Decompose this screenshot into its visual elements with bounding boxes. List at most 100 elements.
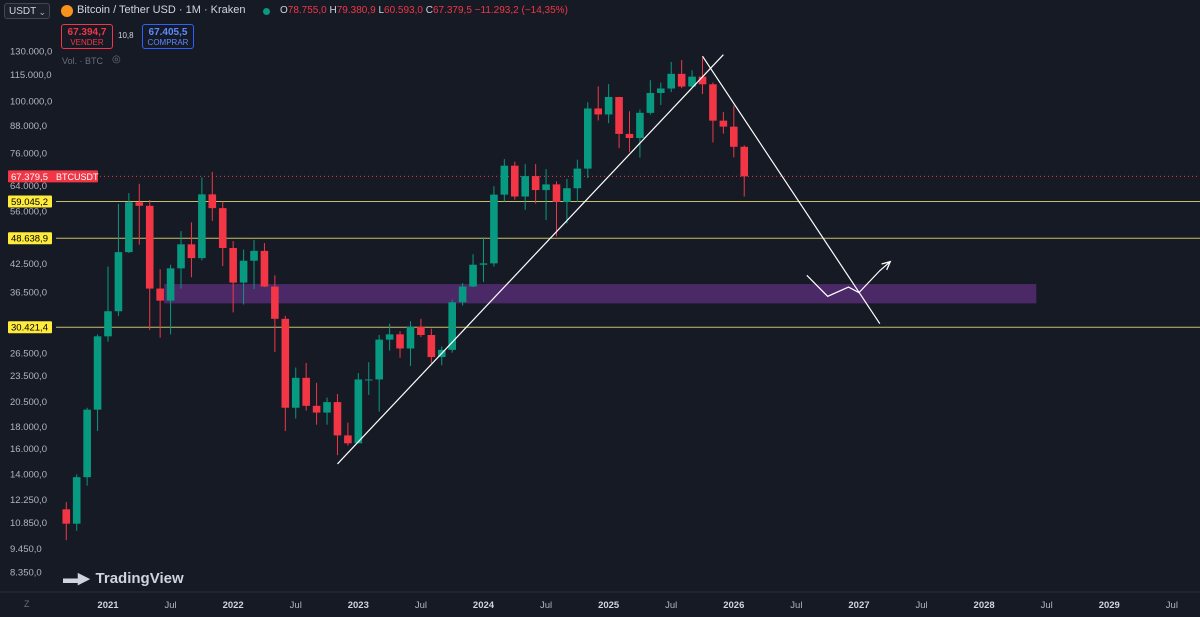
x-axis-tick-label: Jul [290, 600, 302, 611]
candle [740, 145, 749, 197]
y-axis-tick-label: 56.000,0 [10, 206, 47, 217]
candle [427, 328, 436, 363]
volume-legend[interactable]: Vol. · BTC [62, 56, 104, 66]
candle-body [521, 176, 529, 197]
candle-body [187, 244, 196, 259]
tradingview-watermark: ▬▶ TradingView [63, 569, 184, 587]
x-axis-tick-label: 2027 [848, 600, 869, 611]
buy-button[interactable]: 67.405,5 COMPRAR [142, 24, 194, 49]
y-axis-tick-label: 16.000,0 [10, 444, 47, 455]
ohlc-change: −11.293,2 (−14,35%) [474, 5, 568, 16]
candle [469, 254, 477, 288]
candle [594, 86, 603, 121]
candle [531, 164, 540, 204]
candle-body [542, 184, 550, 191]
tradingview-logo-icon: ▬▶ [63, 570, 90, 587]
y-axis-tick-label: 8.350,0 [10, 567, 42, 578]
ohlc-readout: O78.755,0 H79.380,9 L60.593,0 C67.379,5 … [280, 5, 568, 16]
candle [364, 362, 373, 395]
candle [208, 171, 217, 221]
candle-body [375, 339, 383, 380]
candle-body [125, 202, 133, 253]
x-axis-tick-label: Jul [415, 600, 427, 611]
candle-body [688, 76, 696, 87]
candle [135, 183, 144, 245]
candle [375, 335, 383, 412]
candle-body [344, 435, 352, 444]
candle-body [500, 165, 509, 195]
candle-body [83, 409, 91, 478]
y-axis-tick-label: 26.500,0 [10, 348, 47, 359]
sell-button[interactable]: 67.394,7 VENDER [61, 24, 113, 49]
candle-body [62, 509, 71, 524]
y-axis-tick-label: 18.000,0 [10, 422, 47, 433]
candle-body [667, 73, 676, 89]
candle [688, 70, 696, 89]
candle [125, 193, 133, 253]
candle [406, 321, 415, 366]
candle-body [709, 84, 717, 121]
candle-body [312, 405, 321, 413]
candle [104, 266, 112, 342]
candle [573, 159, 582, 202]
candle [510, 161, 519, 200]
x-axis-tick-label: Jul [790, 600, 802, 611]
ascending-trendline [337, 54, 724, 465]
candle [677, 60, 686, 89]
zoom-button[interactable]: Z [24, 599, 30, 609]
candle [250, 239, 258, 290]
y-axis-tick-label: 130.000,0 [10, 47, 52, 58]
eye-hidden-icon[interactable]: ◎ [112, 54, 121, 65]
projection-line [702, 55, 881, 324]
level-price-box [8, 232, 52, 245]
candle-body [448, 302, 456, 350]
candle-body [239, 260, 248, 283]
candle [730, 105, 738, 158]
candle-body [198, 194, 206, 259]
candle [62, 502, 71, 541]
y-axis-tick-label: 12.250,0 [10, 495, 47, 506]
currency-selector-label: USDT [9, 6, 37, 17]
candle-body [93, 336, 102, 410]
x-axis-tick-label: 2026 [723, 600, 744, 611]
candle-body [510, 165, 519, 197]
candle [542, 169, 550, 221]
ohlc-open-key: O [280, 5, 288, 16]
x-axis-tick-label: Jul [665, 600, 677, 611]
candle-body [563, 188, 571, 202]
chevron-down-icon: ⌄ [38, 7, 46, 17]
candle-body [281, 318, 290, 408]
candle [552, 181, 561, 237]
candle [667, 61, 676, 93]
candle [625, 111, 634, 153]
candle-body [469, 264, 477, 287]
market-status-icon[interactable] [263, 8, 270, 15]
candle-body [177, 244, 185, 269]
candle-body [531, 176, 540, 191]
candle [396, 331, 404, 358]
candle-body [573, 168, 582, 189]
candle [521, 164, 529, 210]
ohlc-low: 60.593,0 [384, 5, 423, 16]
candle [656, 82, 665, 105]
x-axis-tick-label: 2028 [974, 600, 995, 611]
candle-body [615, 97, 623, 134]
candle-body [479, 263, 488, 265]
candle [271, 275, 279, 352]
candle [458, 283, 467, 306]
currency-selector[interactable]: USDT ⌄ [4, 3, 50, 19]
arrow-head [881, 260, 892, 271]
candle [636, 109, 644, 158]
y-axis-tick-label: 76.000,0 [10, 149, 47, 160]
symbol-title[interactable]: Bitcoin / Tether USD · 1M · Kraken [77, 4, 246, 16]
bitcoin-logo-icon [61, 5, 73, 17]
tradingview-brand: TradingView [95, 570, 184, 587]
ohlc-high: 79.380,9 [336, 5, 376, 16]
candle-body [250, 250, 258, 261]
y-axis-tick-label: 64.000,0 [10, 181, 47, 192]
candle-body [333, 402, 342, 436]
candle-body [114, 252, 123, 312]
chart-header: USDT ⌄ Bitcoin / Tether USD · 1M · Krake… [0, 0, 1200, 22]
candle [583, 102, 592, 179]
